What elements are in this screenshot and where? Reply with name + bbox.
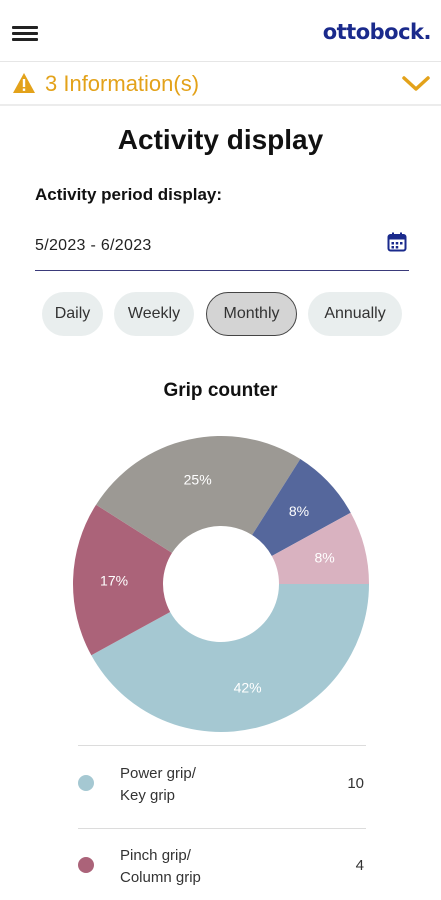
- donut-slice-label: 42%: [234, 680, 262, 696]
- donut-slice-label: 17%: [100, 573, 128, 589]
- app-header: ottobock.: [0, 0, 441, 62]
- legend-swatch: [78, 775, 94, 791]
- donut-slice: [252, 459, 351, 557]
- chip-annually[interactable]: Annually: [308, 292, 402, 336]
- grip-donut-chart: 42% 17% 25% 8% 8%: [73, 436, 369, 732]
- legend-label-line2: Column grip: [120, 869, 201, 886]
- legend-label-line1: Pinch grip/: [120, 847, 191, 864]
- chart-title: Grip counter: [163, 380, 278, 401]
- legend-label-line1: Power grip/: [120, 765, 196, 782]
- legend-row-pinch-grip: Pinch grip/ Column grip 4: [78, 828, 366, 900]
- information-banner[interactable]: 3 Information(s): [0, 62, 441, 106]
- chip-weekly[interactable]: Weekly: [114, 292, 194, 336]
- menu-icon[interactable]: [12, 24, 40, 44]
- date-range-field[interactable]: 5/2023 - 6/2023: [35, 228, 409, 271]
- donut-slice: [73, 504, 173, 656]
- legend-label: Power grip/ Key grip: [120, 763, 290, 807]
- legend-label-line2: Key grip: [120, 787, 176, 804]
- donut-slice-label: 8%: [315, 549, 335, 565]
- legend-count: 10: [347, 775, 364, 792]
- chip-daily[interactable]: Daily: [42, 292, 103, 336]
- period-filter-chips: Daily Weekly Monthly Annually: [42, 292, 412, 338]
- legend-swatch: [78, 857, 94, 873]
- chevron-down-icon[interactable]: [401, 72, 431, 94]
- warning-icon: [13, 73, 35, 93]
- chip-monthly[interactable]: Monthly: [206, 292, 297, 336]
- brand-logo: ottobock.: [322, 20, 432, 44]
- page-title: Activity display: [117, 124, 324, 155]
- donut-slice-label: 25%: [184, 472, 212, 488]
- donut-slice: [271, 512, 369, 584]
- information-count: 3 Information(s): [45, 71, 200, 96]
- legend-count: 4: [355, 857, 364, 874]
- period-label: Activity period display:: [35, 185, 223, 204]
- date-range-value: 5/2023 - 6/2023: [35, 237, 152, 254]
- calendar-icon[interactable]: [387, 232, 407, 252]
- legend-label: Pinch grip/ Column grip: [120, 845, 290, 889]
- legend-row-power-grip: Power grip/ Key grip 10: [78, 745, 366, 827]
- donut-slice: [96, 436, 301, 553]
- donut-slice-label: 8%: [289, 503, 309, 519]
- donut-slice: [91, 584, 369, 732]
